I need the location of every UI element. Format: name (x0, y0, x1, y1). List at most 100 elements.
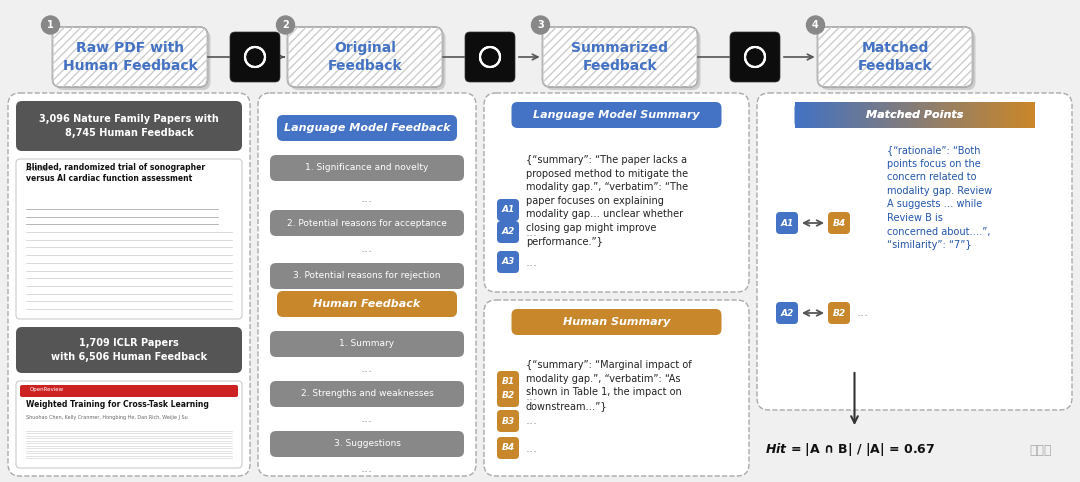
Text: A1: A1 (781, 218, 794, 228)
FancyBboxPatch shape (795, 102, 1035, 128)
Polygon shape (805, 102, 809, 128)
Polygon shape (843, 102, 849, 128)
Polygon shape (927, 102, 932, 128)
Text: ...: ... (361, 295, 373, 308)
FancyBboxPatch shape (291, 30, 446, 90)
FancyBboxPatch shape (497, 251, 519, 273)
Text: A2: A2 (501, 228, 515, 237)
FancyBboxPatch shape (542, 27, 698, 87)
Polygon shape (838, 102, 843, 128)
Text: B4: B4 (501, 443, 514, 453)
Polygon shape (946, 102, 951, 128)
Polygon shape (897, 102, 902, 128)
FancyBboxPatch shape (545, 30, 701, 90)
FancyBboxPatch shape (828, 212, 850, 234)
Circle shape (807, 16, 824, 34)
Text: ...: ... (361, 413, 373, 426)
Text: ...: ... (361, 191, 373, 204)
Polygon shape (956, 102, 961, 128)
Text: Matched Points: Matched Points (866, 110, 963, 120)
Text: Matched
Feedback: Matched Feedback (858, 41, 932, 73)
Circle shape (276, 16, 295, 34)
Text: Human Summary: Human Summary (563, 317, 671, 327)
FancyBboxPatch shape (287, 27, 443, 87)
Text: ...: ... (361, 463, 373, 476)
Text: 2. Strengths and weaknesses: 2. Strengths and weaknesses (300, 389, 433, 399)
Polygon shape (834, 102, 838, 128)
FancyBboxPatch shape (465, 32, 515, 82)
Polygon shape (912, 102, 917, 128)
Text: 3,096 Nature Family Papers with
8,745 Human Feedback: 3,096 Nature Family Papers with 8,745 Hu… (39, 114, 219, 137)
FancyBboxPatch shape (484, 93, 750, 292)
FancyBboxPatch shape (757, 93, 1072, 410)
Text: 3: 3 (537, 20, 544, 30)
Text: Language Model Feedback: Language Model Feedback (284, 123, 450, 133)
Text: Human Feedback: Human Feedback (313, 299, 420, 309)
Text: 4: 4 (812, 20, 819, 30)
FancyBboxPatch shape (270, 381, 464, 407)
Circle shape (531, 16, 550, 34)
Polygon shape (936, 102, 942, 128)
Polygon shape (814, 102, 819, 128)
Polygon shape (868, 102, 873, 128)
FancyBboxPatch shape (512, 102, 721, 128)
Polygon shape (917, 102, 922, 128)
FancyBboxPatch shape (270, 155, 464, 181)
FancyBboxPatch shape (270, 263, 464, 289)
Polygon shape (1005, 102, 1010, 128)
Polygon shape (859, 102, 863, 128)
Text: 1. Summary: 1. Summary (339, 339, 394, 348)
Text: 1. Significance and novelty: 1. Significance and novelty (306, 163, 429, 173)
Text: ...: ... (361, 362, 373, 375)
FancyBboxPatch shape (497, 437, 519, 459)
Text: $\bfit{Hit}$ = |A ∩ B| / |A| = 0.67: $\bfit{Hit}$ = |A ∩ B| / |A| = 0.67 (765, 442, 935, 458)
FancyBboxPatch shape (270, 431, 464, 457)
Text: ...: ... (526, 255, 538, 268)
Polygon shape (922, 102, 927, 128)
Polygon shape (1015, 102, 1020, 128)
Polygon shape (1029, 102, 1035, 128)
Text: 2. Potential reasons for acceptance: 2. Potential reasons for acceptance (287, 218, 447, 228)
Text: {“rationale”: “Both
points focus on the
concern related to
modality gap. Review
: {“rationale”: “Both points focus on the … (887, 145, 993, 250)
Polygon shape (824, 102, 828, 128)
Polygon shape (951, 102, 956, 128)
FancyBboxPatch shape (16, 327, 242, 373)
Text: 2: 2 (282, 20, 288, 30)
Text: Matched Points: Matched Points (866, 110, 963, 120)
FancyBboxPatch shape (497, 199, 519, 221)
FancyBboxPatch shape (16, 159, 242, 319)
Text: Blinded, randomized trial of sonographer
versus AI cardiac function assessment: Blinded, randomized trial of sonographer… (26, 163, 205, 183)
Polygon shape (975, 102, 981, 128)
FancyBboxPatch shape (53, 27, 207, 87)
Polygon shape (873, 102, 878, 128)
Polygon shape (996, 102, 1000, 128)
Text: 3. Suggestions: 3. Suggestions (334, 440, 401, 448)
FancyBboxPatch shape (276, 291, 457, 317)
Polygon shape (942, 102, 946, 128)
Polygon shape (1010, 102, 1015, 128)
Polygon shape (1025, 102, 1029, 128)
Text: 1,709 ICLR Papers
with 6,506 Human Feedback: 1,709 ICLR Papers with 6,506 Human Feedb… (51, 338, 207, 362)
Polygon shape (961, 102, 966, 128)
Text: B1: B1 (501, 377, 514, 387)
FancyBboxPatch shape (21, 385, 238, 397)
Polygon shape (888, 102, 892, 128)
Text: ...: ... (858, 307, 869, 320)
FancyBboxPatch shape (8, 93, 249, 476)
Polygon shape (809, 102, 814, 128)
Text: Language Model Summary: Language Model Summary (534, 110, 700, 120)
Text: Summarized
Feedback: Summarized Feedback (571, 41, 669, 73)
Polygon shape (971, 102, 975, 128)
Text: 3. Potential reasons for rejection: 3. Potential reasons for rejection (294, 271, 441, 281)
FancyBboxPatch shape (777, 212, 798, 234)
Text: 量子位: 量子位 (1029, 443, 1052, 456)
Polygon shape (907, 102, 912, 128)
Text: B2: B2 (501, 391, 514, 401)
Text: ...: ... (526, 389, 538, 402)
FancyBboxPatch shape (497, 371, 519, 393)
Polygon shape (863, 102, 868, 128)
Polygon shape (853, 102, 859, 128)
FancyBboxPatch shape (276, 115, 457, 141)
Polygon shape (981, 102, 986, 128)
FancyBboxPatch shape (821, 30, 975, 90)
